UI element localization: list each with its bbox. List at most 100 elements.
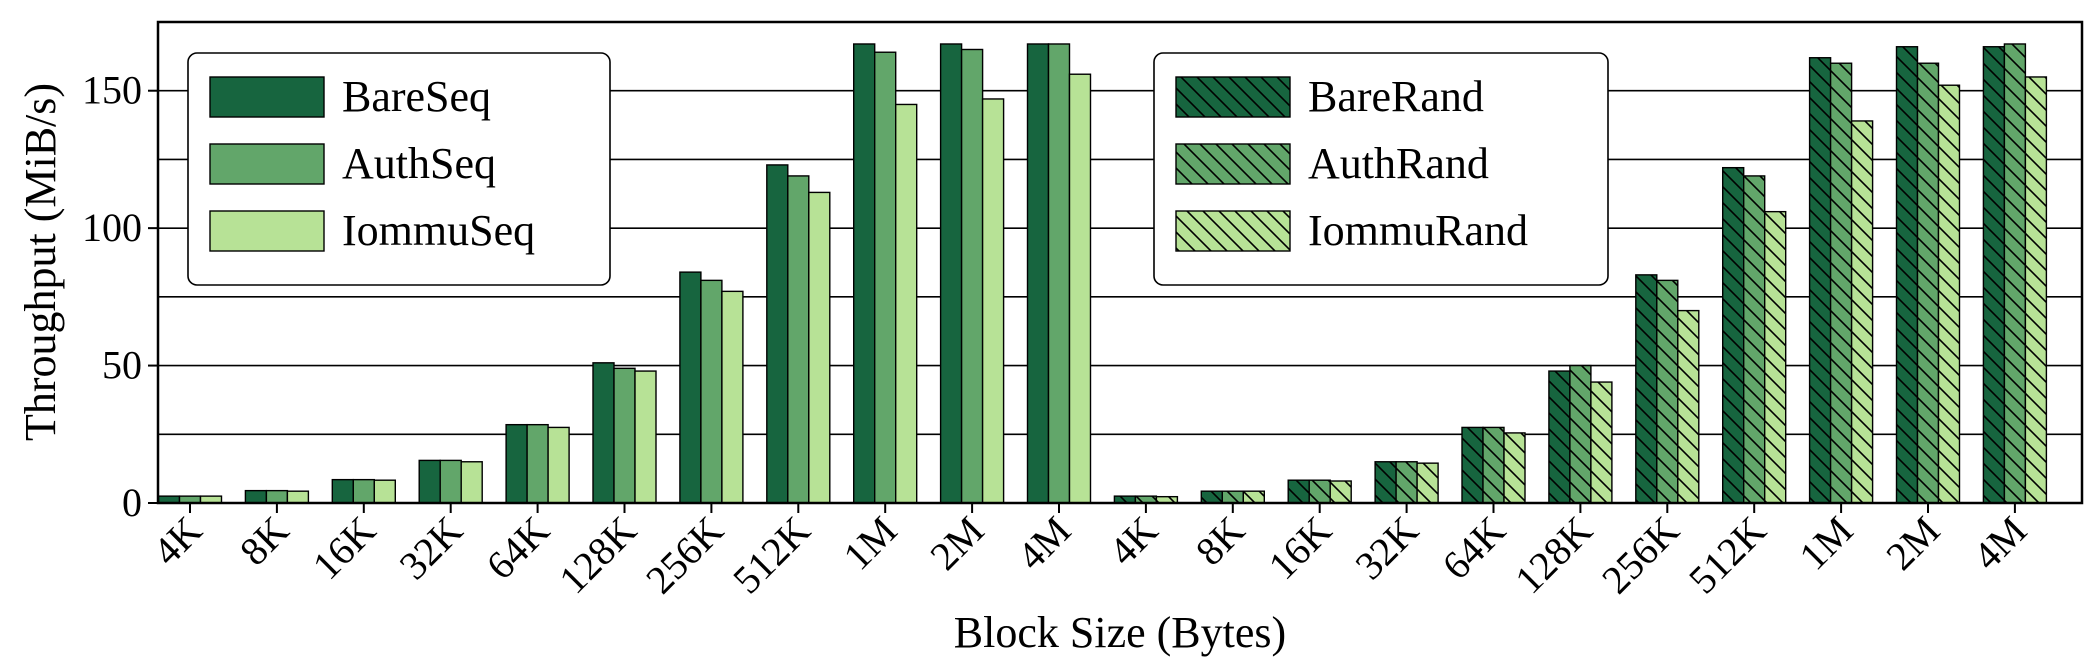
legend-seq: BareSeq AuthSeq IommuSeq xyxy=(187,52,611,286)
legend-label: BareSeq xyxy=(342,72,491,121)
bar-hatch-authrand-256k xyxy=(1656,280,1678,503)
bar-authseq-128k xyxy=(613,367,636,504)
legend-swatch-hatch xyxy=(1176,211,1290,251)
bar-iommuseq-256k xyxy=(721,290,744,504)
bar-bareseq-1m xyxy=(853,43,876,504)
x-tick-label: 128K xyxy=(550,507,645,602)
bar-hatch-barerand-64k xyxy=(1462,427,1483,503)
x-tick-label: 64K xyxy=(1433,507,1514,588)
legend-rand: BareRand AuthRand IommuRand xyxy=(1153,52,1609,286)
x-tick-label: 128K xyxy=(1506,507,1601,602)
bar-hatch-barerand-4k xyxy=(1114,496,1136,503)
bar-hatch-iommurand-4m xyxy=(2025,76,2047,503)
bar-hatch-authrand-1m xyxy=(1830,63,1852,503)
legends: BareSeq AuthSeq IommuSeq BareRand AuthRand Io… xyxy=(187,52,1609,286)
bar-iommuseq-8k xyxy=(286,490,310,504)
x-tick-label: 512K xyxy=(724,507,819,602)
bar-hatch-authrand-128k xyxy=(1569,365,1591,503)
bar-authseq-512k xyxy=(787,175,810,504)
x-tick-label: 4K xyxy=(144,507,210,573)
bar-hatch-barerand-16k xyxy=(1288,480,1310,503)
y-tick-label: 100 xyxy=(82,205,142,250)
bar-hatch-iommurand-8k xyxy=(1243,491,1265,503)
bar-bareseq-4m xyxy=(1026,43,1050,504)
bar-hatch-authrand-4k xyxy=(1135,496,1157,503)
bar-bareseq-256k xyxy=(679,271,702,504)
legend-label: BareRand xyxy=(1308,72,1484,121)
legend-label: AuthSeq xyxy=(342,139,496,188)
x-axis-label: Block Size (Bytes) xyxy=(954,608,1286,657)
bar-hatch-barerand-256k xyxy=(1635,274,1657,503)
bar-hatch-barerand-512k xyxy=(1722,167,1744,503)
bar-hatch-iommurand-256k xyxy=(1677,310,1699,503)
bar-hatch-iommurand-512k xyxy=(1764,211,1786,503)
bar-bareseq-512k xyxy=(766,164,789,504)
bar-bareseq-8k xyxy=(244,489,268,504)
bar-hatch-barerand-128k xyxy=(1548,371,1570,503)
legend-swatch xyxy=(209,76,325,118)
x-tick-label: 512K xyxy=(1680,507,1775,602)
bar-authseq-1m xyxy=(874,51,897,504)
x-tick-label: 32K xyxy=(391,507,472,588)
bar-authseq-4m xyxy=(1047,43,1071,504)
x-tick-label: 8K xyxy=(1187,507,1253,573)
x-tick-label: 16K xyxy=(304,507,385,588)
bar-authseq-16k xyxy=(352,478,375,504)
bar-bareseq-32k xyxy=(418,459,441,504)
bar-authseq-2m xyxy=(960,48,984,504)
bar-hatch-iommurand-64k xyxy=(1504,432,1525,503)
bar-bareseq-2m xyxy=(939,43,963,504)
x-tick-label: 2M xyxy=(1877,508,1948,579)
bar-authseq-64k xyxy=(526,423,549,504)
bar-hatch-authrand-8k xyxy=(1222,491,1244,503)
x-tick-label: 64K xyxy=(477,507,558,588)
bar-iommuseq-32k xyxy=(460,461,483,504)
bar-hatch-authrand-2m xyxy=(1917,63,1939,503)
bar-hatch-iommurand-32k xyxy=(1417,463,1439,503)
bar-authseq-32k xyxy=(439,459,462,504)
bar-hatch-iommurand-1m xyxy=(1851,120,1873,503)
x-tick-label: 16K xyxy=(1260,507,1341,588)
bar-bareseq-64k xyxy=(505,423,528,504)
bar-hatch-iommurand-128k xyxy=(1590,382,1612,503)
y-axis-ticks: 0 50 100 150 xyxy=(82,68,158,525)
legend-label: IommuRand xyxy=(1308,206,1528,255)
bar-iommuseq-16k xyxy=(373,479,396,504)
bar-hatch-authrand-64k xyxy=(1483,427,1504,503)
y-tick-label: 50 xyxy=(102,343,142,388)
bar-hatch-barerand-1m xyxy=(1809,57,1831,503)
y-tick-label: 0 xyxy=(122,480,142,525)
x-tick-label: 32K xyxy=(1346,507,1427,588)
legend-label: AuthRand xyxy=(1308,139,1489,188)
legend-swatch-hatch xyxy=(1176,77,1290,117)
legend-swatch xyxy=(209,143,325,185)
bar-hatch-authrand-512k xyxy=(1743,175,1765,504)
bar-iommuseq-64k xyxy=(547,426,570,504)
bar-hatch-barerand-4m xyxy=(1983,46,2005,503)
legend-label: IommuSeq xyxy=(342,206,535,255)
x-tick-label: 1M xyxy=(834,508,905,579)
x-tick-label: 1M xyxy=(1790,508,1861,579)
bar-hatch-barerand-2m xyxy=(1896,46,1918,503)
x-tick-label: 4M xyxy=(1008,508,1079,579)
x-tick-label: 2M xyxy=(921,508,992,579)
bar-hatch-barerand-8k xyxy=(1201,491,1223,503)
bar-iommuseq-1m xyxy=(895,103,918,504)
bar-iommuseq-2m xyxy=(981,98,1005,504)
legend-swatch xyxy=(209,210,325,252)
y-tick-label: 150 xyxy=(82,68,142,113)
x-tick-label: 8K xyxy=(231,507,297,573)
x-tick-label: 4M xyxy=(1964,508,2035,579)
bar-bareseq-128k xyxy=(592,362,615,504)
bar-hatch-iommurand-16k xyxy=(1330,481,1352,503)
plot-frame xyxy=(156,20,2084,505)
bar-iommuseq-512k xyxy=(808,191,831,504)
x-tick-label: 4K xyxy=(1100,507,1166,573)
bar-hatch-authrand-16k xyxy=(1309,480,1331,503)
y-axis-label: Throughput (MiB/s) xyxy=(16,83,65,441)
bar-authseq-8k xyxy=(265,489,289,504)
bar-hatch-authrand-4m xyxy=(2004,43,2026,503)
bar-hatch-iommurand-4k xyxy=(1156,496,1178,503)
